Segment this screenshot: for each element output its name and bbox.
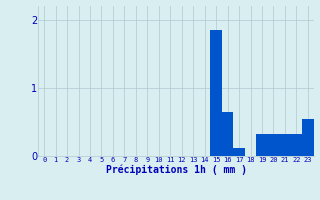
- Bar: [279, 134, 291, 156]
- Bar: [302, 118, 314, 156]
- Bar: [291, 134, 302, 156]
- Bar: [222, 112, 233, 156]
- Bar: [256, 134, 268, 156]
- Bar: [233, 148, 245, 156]
- Bar: [211, 30, 222, 156]
- X-axis label: Précipitations 1h ( mm ): Précipitations 1h ( mm ): [106, 165, 246, 175]
- Bar: [268, 134, 279, 156]
